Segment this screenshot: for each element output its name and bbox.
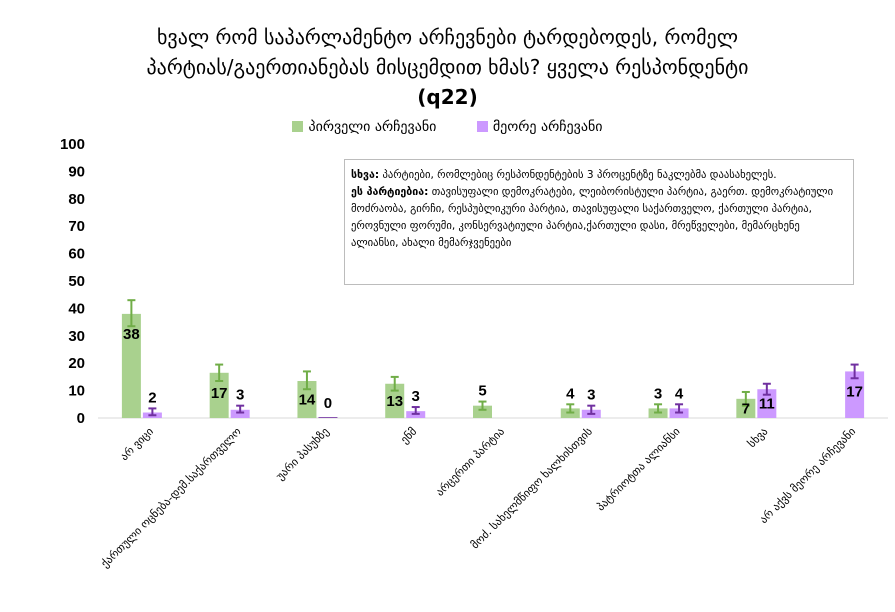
- data-label: 3: [654, 385, 662, 402]
- data-label: 13: [386, 393, 403, 410]
- bar: [473, 405, 492, 418]
- data-label: 3: [587, 387, 595, 404]
- legend-label-second-choice: მეორე არჩევანი: [492, 119, 603, 135]
- data-label: 4: [675, 385, 684, 402]
- x-tick-label: არ ვიცი: [118, 425, 157, 464]
- bar: [845, 371, 865, 418]
- data-label: 3: [412, 388, 420, 405]
- bar: [121, 313, 141, 418]
- x-tick-label: პატრიოტთა ალიანსი: [594, 425, 683, 514]
- x-tick-label: არცერთი პარტია: [433, 425, 507, 499]
- title-line-2: პარტიას/გაერთიანებას მისცემდით ხმას? ყვე…: [146, 55, 749, 79]
- annotation-box: სხვა: პარტიები, რომლებიც რესპონდენტების …: [344, 159, 854, 285]
- chart-title: ხვალ რომ საპარლამენტო არჩევნები ტარდებოდ…: [60, 22, 835, 112]
- data-label: 38: [123, 326, 140, 343]
- title-line-3: (q22): [417, 85, 478, 109]
- legend-label-first-choice: პირველი არჩევანი: [308, 119, 437, 135]
- bar: [230, 409, 250, 418]
- bar: [297, 381, 317, 418]
- data-label: 4: [566, 385, 575, 402]
- bar: [209, 372, 229, 418]
- y-tick-label: 40: [68, 300, 85, 317]
- data-label: 11: [759, 396, 775, 413]
- legend-item-second-choice: მეორე არჩევანი: [476, 119, 603, 135]
- y-tick-label: 100: [60, 136, 85, 153]
- legend-swatch-second-choice: [476, 121, 488, 132]
- data-label: 14: [299, 392, 316, 409]
- x-tick-label: სხვა: [745, 425, 771, 451]
- annotation-other-text: პარტიები, რომლებიც რესპონდენტების 3 პროც…: [379, 169, 777, 181]
- data-label: 3: [236, 387, 244, 404]
- bar: [318, 417, 338, 418]
- data-label: 17: [846, 383, 863, 400]
- x-tick-label: არ აქვს მეორე არჩევანი: [757, 425, 858, 526]
- legend-swatch-first-choice: [292, 121, 304, 132]
- data-label: 17: [211, 385, 228, 402]
- bar: [736, 398, 756, 418]
- y-tick-label: 50: [68, 273, 85, 290]
- y-tick-label: 90: [68, 163, 85, 180]
- y-tick-label: 60: [68, 246, 85, 263]
- y-tick-label: 80: [68, 191, 85, 208]
- y-tick-label: 20: [68, 355, 85, 372]
- data-label: 7: [742, 400, 750, 417]
- annotation-other-label: სხვა:: [351, 169, 380, 181]
- x-tick-label: ქართული ოცნება-დემ.საქართველო: [98, 425, 244, 571]
- y-tick-label: 30: [68, 328, 85, 345]
- data-label: 0: [324, 395, 332, 412]
- annotation-parties-text: თავისუფალი დემოკრატები, ლეიბორისტული პარ…: [351, 186, 834, 249]
- data-label: 5: [478, 383, 486, 400]
- legend: პირველი არჩევანი მეორე არჩევანი: [0, 119, 895, 135]
- bar: [757, 389, 777, 418]
- title-line-1: ხვალ რომ საპარლამენტო არჩევნები ტარდებოდ…: [156, 25, 738, 49]
- y-tick-label: 0: [77, 410, 85, 427]
- legend-item-first-choice: პირველი არჩევანი: [292, 119, 436, 135]
- annotation-parties-label: ეს პარტიებია:: [351, 186, 429, 198]
- data-label: 2: [148, 389, 156, 406]
- y-tick-label: 70: [68, 218, 85, 235]
- x-tick-label: უარი პასუხზე: [274, 425, 332, 483]
- y-tick-label: 10: [68, 383, 85, 400]
- bar: [385, 383, 405, 418]
- x-tick-label: ენმ: [398, 425, 419, 446]
